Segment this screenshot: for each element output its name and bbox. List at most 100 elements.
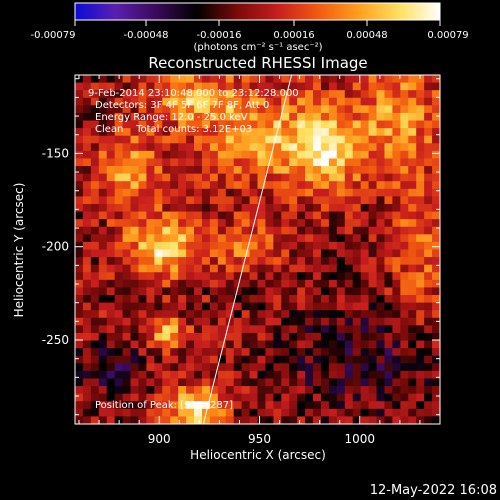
heatmap-cell xyxy=(170,82,179,91)
heatmap-cell xyxy=(106,241,116,251)
heatmap-cell xyxy=(281,143,290,152)
heatmap-cell xyxy=(384,112,393,122)
heatmap-cell xyxy=(336,158,346,167)
heatmap-cell xyxy=(209,112,219,122)
heatmap-cell xyxy=(432,82,440,91)
heatmap-cell xyxy=(360,401,370,410)
heatmap-cell xyxy=(162,234,171,243)
heatmap-cell xyxy=(281,317,290,326)
heatmap-cell xyxy=(114,408,124,418)
heatmap-cell xyxy=(122,196,132,205)
heatmap-cell xyxy=(233,143,243,152)
heatmap-cell xyxy=(416,408,425,418)
heatmap-cell xyxy=(336,135,346,144)
heatmap-cell xyxy=(178,325,187,334)
heatmap-cell xyxy=(170,325,179,334)
heatmap-cell xyxy=(384,203,393,213)
heatmap-cell xyxy=(360,393,370,402)
heatmap-cell xyxy=(328,325,338,334)
heatmap-cell xyxy=(178,226,187,235)
heatmap-cell xyxy=(313,279,322,289)
heatmap-cell xyxy=(138,181,148,190)
heatmap-cell xyxy=(360,332,370,342)
heatmap-cell xyxy=(75,135,84,144)
heatmap-cell xyxy=(106,332,116,342)
heatmap-cell xyxy=(98,302,108,311)
heatmap-cell xyxy=(249,340,259,349)
heatmap-cell xyxy=(392,302,401,311)
heatmap-cell xyxy=(368,158,378,167)
heatmap-cell xyxy=(384,135,393,144)
heatmap-cell xyxy=(408,310,417,319)
heatmap-cell xyxy=(376,150,386,160)
heatmap-cell xyxy=(241,158,251,167)
heatmap-cell xyxy=(432,295,440,304)
heatmap-cell xyxy=(233,257,243,266)
heatmap-cell xyxy=(432,135,440,144)
heatmap-cell xyxy=(178,408,187,418)
heatmap-cell xyxy=(400,393,409,402)
heatmap-cell xyxy=(328,173,338,182)
heatmap-cell xyxy=(75,287,84,296)
heatmap-cell xyxy=(209,150,219,160)
heatmap-cell xyxy=(154,355,163,364)
heatmap-cell xyxy=(82,120,92,129)
heatmap-cell xyxy=(376,393,386,402)
heatmap-cell xyxy=(320,173,330,182)
heatmap-cell xyxy=(114,181,124,190)
heatmap-cell xyxy=(138,90,148,99)
heatmap-cell xyxy=(194,188,203,197)
heatmap-cell xyxy=(130,188,140,197)
heatmap-cell xyxy=(336,75,346,84)
heatmap-cell xyxy=(138,128,148,137)
heatmap-cell xyxy=(257,279,267,289)
heatmap-cell xyxy=(90,135,100,144)
heatmap-cell xyxy=(336,363,346,372)
heatmap-cell xyxy=(384,378,393,387)
heatmap-cell xyxy=(320,120,330,129)
heatmap-cell xyxy=(217,105,227,114)
heatmap-cell xyxy=(352,128,362,137)
heatmap-cell xyxy=(217,264,227,273)
heatmap-cell xyxy=(225,386,235,395)
heatmap-cell xyxy=(146,348,155,357)
heatmap-cell xyxy=(82,75,92,84)
heatmap-cell xyxy=(122,317,132,326)
heatmap-cell xyxy=(241,241,251,251)
heatmap-cell xyxy=(344,257,354,266)
heatmap-cell xyxy=(344,302,354,311)
heatmap-cell xyxy=(400,408,409,418)
heatmap-cell xyxy=(130,393,140,402)
heatmap-cell xyxy=(82,203,92,213)
heatmap-cell xyxy=(368,416,378,424)
colorbar-tick-label: -0.00016 xyxy=(197,30,242,41)
heatmap-cell xyxy=(75,97,84,106)
heatmap-cell xyxy=(138,188,148,197)
heatmap-cell xyxy=(320,82,330,91)
heatmap-cell xyxy=(106,75,116,84)
heatmap-cell xyxy=(257,105,267,114)
heatmap-cell xyxy=(265,188,274,197)
heatmap-cell xyxy=(305,325,314,334)
heatmap-cell xyxy=(98,401,108,410)
heatmap-cell xyxy=(162,355,171,364)
heatmap-cell xyxy=(114,355,124,364)
heatmap-cell xyxy=(106,82,116,91)
heatmap-cell xyxy=(201,355,211,364)
heatmap-cell xyxy=(336,219,346,228)
heatmap-cell xyxy=(400,386,409,395)
heatmap-cell xyxy=(416,112,425,122)
heatmap-cell xyxy=(392,150,401,160)
heatmap-cell xyxy=(368,135,378,144)
heatmap-cell xyxy=(352,158,362,167)
heatmap-cell xyxy=(209,105,219,114)
heatmap-cell xyxy=(400,188,409,197)
heatmap-cell xyxy=(273,363,282,372)
heatmap-cell xyxy=(98,363,108,372)
heatmap-cell xyxy=(98,310,108,319)
heatmap-cell xyxy=(368,120,378,129)
heatmap-cell xyxy=(360,166,370,175)
heatmap-cell xyxy=(90,363,100,372)
heatmap-cell xyxy=(297,355,306,364)
heatmap-cell xyxy=(162,249,171,258)
